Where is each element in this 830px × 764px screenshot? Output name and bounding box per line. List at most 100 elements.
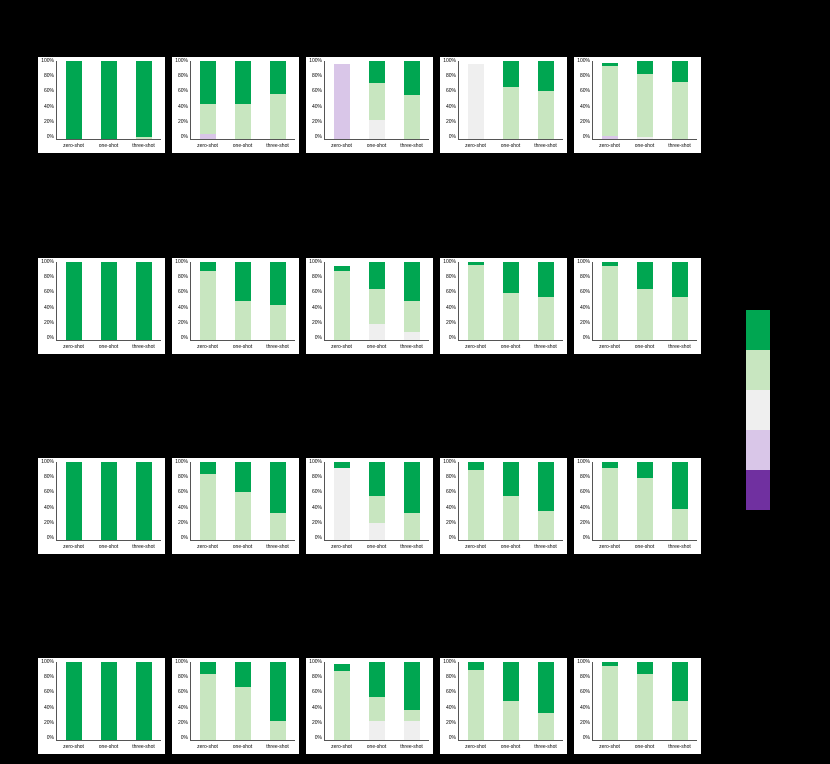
segment-dark-green xyxy=(235,61,251,104)
bar-slot-one-shot xyxy=(628,462,663,540)
x-tick-label: one-shot xyxy=(634,143,655,149)
segment-white xyxy=(369,324,385,340)
y-tick-label: 100% xyxy=(41,58,54,64)
segment-light-green xyxy=(637,477,653,540)
bar-one-shot xyxy=(503,61,519,139)
y-tick-label: 0% xyxy=(46,534,54,541)
segment-light-green xyxy=(403,94,420,139)
segment-white xyxy=(369,119,385,139)
y-tick-label: 0% xyxy=(314,734,322,741)
segment-light-green xyxy=(637,673,653,740)
bar-three-shot xyxy=(269,462,286,540)
y-tick-label: 40% xyxy=(177,504,188,511)
x-axis: zero-shot one-shot three-shot xyxy=(458,744,563,752)
y-tick-label: 60% xyxy=(445,689,456,696)
stacked-bar-chart-r3c2: 100% 80% 60% 40% 20% 0% zero-shot one-shot three… xyxy=(172,458,299,554)
plot-area xyxy=(592,262,697,341)
segment-dark-green xyxy=(537,662,554,713)
y-axis: 100% 80% 60% 40% 20% 0% xyxy=(440,460,458,541)
stacked-bar-chart-r4c1: 100% 80% 60% 40% 20% 0% zero-shot one-shot three… xyxy=(38,658,165,754)
x-axis: zero-shot one-shot three-shot xyxy=(324,344,429,352)
bar-slot-zero-shot xyxy=(459,61,494,139)
stacked-bar-chart-r1c1: 100% 80% 60% 40% 20% 0% zero-shot one-shot three… xyxy=(38,57,165,153)
segment-dark-green xyxy=(637,61,653,74)
bar-slot-zero-shot xyxy=(325,662,360,740)
y-tick-label: 60% xyxy=(311,289,322,296)
stacked-bar-chart-r2c3: 100% 80% 60% 40% 20% 0% zero-shot one-shot three… xyxy=(306,258,433,354)
segment-dark-green xyxy=(637,262,653,290)
bar-zero-shot xyxy=(468,61,485,139)
bar-one-shot xyxy=(369,662,385,740)
plot-area xyxy=(458,462,563,541)
y-tick-label: 80% xyxy=(579,73,590,80)
bar-one-shot xyxy=(369,462,385,540)
stacked-bar-chart-r4c3: 100% 80% 60% 40% 20% 0% zero-shot one-shot three… xyxy=(306,658,433,754)
bar-one-shot xyxy=(101,662,117,740)
y-tick-label: 80% xyxy=(579,274,590,281)
y-tick-label: 40% xyxy=(445,304,456,311)
x-tick-label: one-shot xyxy=(232,344,253,350)
segment-light-green xyxy=(503,293,519,340)
stacked-bar-chart-r2c5: 100% 80% 60% 40% 20% 0% zero-shot one-shot three… xyxy=(574,258,701,354)
segment-light-green xyxy=(602,468,619,540)
bar-zero-shot xyxy=(602,61,619,139)
segment-light-green xyxy=(403,301,420,333)
x-tick-label: zero-shot xyxy=(331,143,352,149)
y-tick-label: 80% xyxy=(579,474,590,481)
segment-dark-green xyxy=(334,663,351,672)
stacked-bar-chart-r2c1: 100% 80% 60% 40% 20% 0% zero-shot one-shot three… xyxy=(38,258,165,354)
bar-three-shot xyxy=(135,662,152,740)
bar-three-shot xyxy=(537,662,554,740)
segment-light-green xyxy=(468,469,485,540)
y-tick-label: 0% xyxy=(180,334,188,341)
y-tick-label: 100% xyxy=(443,58,456,64)
bar-slot-zero-shot xyxy=(325,262,360,340)
segment-light-green xyxy=(602,265,619,340)
bar-slot-zero-shot xyxy=(191,662,226,740)
bar-three-shot xyxy=(403,262,420,340)
segment-dark-green xyxy=(66,61,83,139)
bar-slot-one-shot xyxy=(494,462,529,540)
bar-slot-one-shot xyxy=(494,262,529,340)
legend xyxy=(746,310,770,510)
segment-dark-green xyxy=(403,262,420,302)
y-tick-label: 40% xyxy=(579,103,590,110)
segment-dark-green xyxy=(537,262,554,298)
y-tick-label: 40% xyxy=(311,704,322,711)
y-tick-label: 20% xyxy=(445,118,456,125)
segment-dark-green xyxy=(403,61,420,95)
segment-dark-green xyxy=(602,662,619,666)
x-tick-label: one-shot xyxy=(232,143,253,149)
segment-dark-green xyxy=(369,61,385,83)
bar-slot-three-shot xyxy=(126,462,161,540)
y-axis: 100% 80% 60% 40% 20% 0% xyxy=(172,260,190,341)
y-tick-label: 20% xyxy=(579,118,590,125)
y-axis: 100% 80% 60% 40% 20% 0% xyxy=(306,260,324,341)
y-tick-label: 80% xyxy=(177,73,188,80)
y-tick-label: 20% xyxy=(177,118,188,125)
bar-slot-zero-shot xyxy=(57,462,92,540)
x-axis: zero-shot one-shot three-shot xyxy=(458,143,563,151)
y-tick-label: 20% xyxy=(43,519,54,526)
bar-slot-three-shot xyxy=(394,662,429,740)
y-tick-label: 40% xyxy=(579,304,590,311)
segment-light-green xyxy=(235,301,251,340)
x-tick-label: zero-shot xyxy=(63,344,84,350)
bar-zero-shot xyxy=(334,662,351,740)
segment-light-green xyxy=(369,82,385,120)
x-tick-label: zero-shot xyxy=(197,344,218,350)
plot-area xyxy=(592,662,697,741)
segment-dark-green xyxy=(468,462,485,470)
segment-light-green xyxy=(671,82,688,139)
x-tick-label: three-shot xyxy=(668,344,691,350)
x-tick-label: three-shot xyxy=(400,744,423,750)
x-tick-label: one-shot xyxy=(366,344,387,350)
plot-area xyxy=(56,662,161,741)
bar-zero-shot xyxy=(66,662,83,740)
y-tick-label: 100% xyxy=(443,659,456,665)
plot-area xyxy=(190,462,295,541)
y-tick-label: 60% xyxy=(177,689,188,696)
y-tick-label: 60% xyxy=(43,489,54,496)
bar-slot-one-shot xyxy=(628,662,663,740)
segment-light-green xyxy=(468,265,485,340)
